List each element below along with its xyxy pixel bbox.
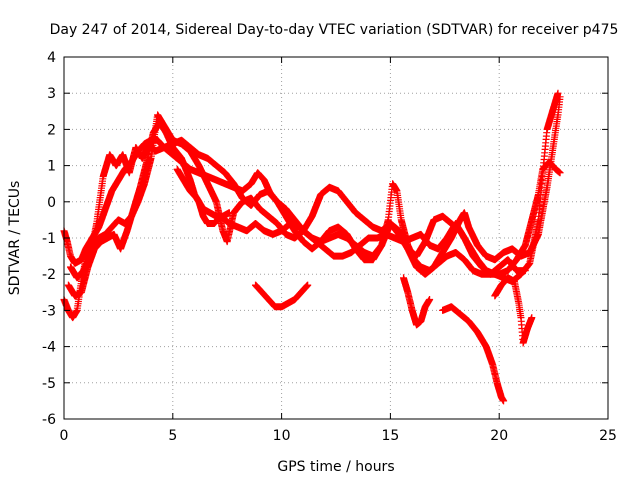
y-tick-label: -5 bbox=[42, 376, 56, 392]
series-track-c bbox=[67, 93, 564, 282]
x-tick-label: 15 bbox=[381, 428, 399, 444]
y-axis-label: SDTVAR / TECUs bbox=[7, 181, 23, 296]
series-gap-segment-1 bbox=[252, 281, 312, 311]
data-point-markers bbox=[252, 281, 312, 311]
x-tick-label: 0 bbox=[60, 428, 69, 444]
series-gap-segment-3 bbox=[439, 303, 508, 405]
data-point-markers bbox=[64, 118, 529, 300]
data-point-markers bbox=[491, 274, 536, 347]
y-tick-label: -3 bbox=[42, 303, 56, 319]
y-tick-label: -6 bbox=[42, 412, 56, 428]
y-tick-label: 3 bbox=[47, 86, 56, 102]
y-tick-label: -2 bbox=[42, 267, 56, 283]
data-point-markers bbox=[400, 274, 434, 329]
x-tick-label: 25 bbox=[599, 428, 617, 444]
y-tick-label: 0 bbox=[47, 195, 56, 211]
series-track-d bbox=[64, 118, 529, 300]
data-point-markers bbox=[67, 93, 564, 282]
x-tick-label: 20 bbox=[490, 428, 508, 444]
y-tick-label: 2 bbox=[47, 122, 56, 138]
y-tick-label: 4 bbox=[47, 50, 56, 66]
data-point-markers bbox=[173, 165, 233, 220]
axis-ticks: 0 5 10 15 20 25 -6 -5 -4 -3 -2 -1 0 1 2 3 4 bbox=[42, 50, 617, 444]
chart-title: Day 247 of 2014, Sidereal Day-to-day VTE… bbox=[50, 22, 619, 38]
y-tick-label: 1 bbox=[47, 159, 56, 175]
series-gap-segment-4 bbox=[491, 274, 536, 347]
series-track-e bbox=[173, 165, 233, 220]
y-tick-label: -1 bbox=[42, 231, 56, 247]
x-axis-label: GPS time / hours bbox=[277, 459, 394, 475]
x-tick-label: 5 bbox=[168, 428, 177, 444]
series-gap-segment-2 bbox=[400, 274, 434, 329]
y-tick-label: -4 bbox=[42, 340, 56, 356]
data-point-markers bbox=[439, 303, 508, 405]
data-markers bbox=[60, 89, 564, 405]
x-tick-label: 10 bbox=[273, 428, 291, 444]
